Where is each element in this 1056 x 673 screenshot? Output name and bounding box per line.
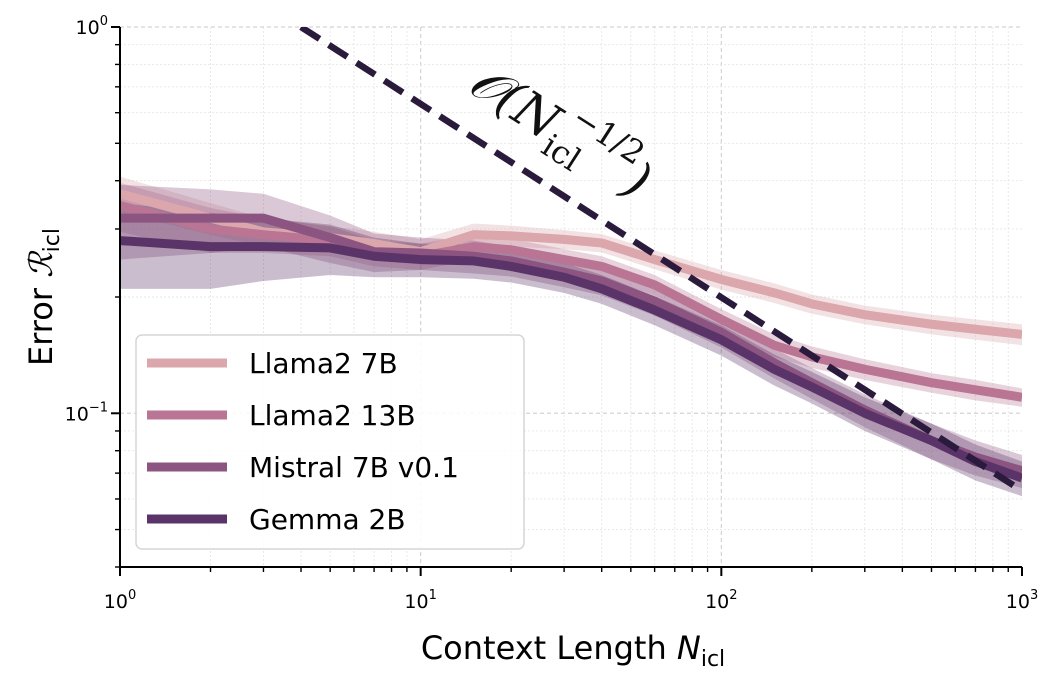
y-tick-base: 10 [65, 403, 89, 425]
y-tick-exponent: −1 [89, 400, 108, 415]
series-lines [120, 27, 1022, 494]
y-tick-exponent: 0 [100, 14, 108, 29]
axes [111, 26, 1023, 576]
x-tick-exponent: 0 [128, 588, 136, 603]
reference-line-label: 𝒪(Nicl−1/2) [455, 41, 668, 216]
y-tick-label: 10−1 [65, 400, 108, 425]
x-tick-base: 10 [104, 591, 128, 613]
x-tick-base: 10 [705, 591, 729, 613]
x-axis-label-variable: N [677, 629, 701, 667]
y-axis-label-text: Error [22, 278, 60, 366]
legend-label: Gemma 2B [249, 503, 406, 536]
y-tick-base: 10 [76, 17, 100, 39]
x-axis-label-text: Context Length [421, 629, 677, 667]
x-tick-label: 100 [104, 588, 136, 613]
legend-label: Llama2 7B [249, 347, 398, 380]
x-tick-label: 101 [404, 588, 436, 613]
x-tick-exponent: 3 [1030, 588, 1038, 603]
legend: Llama2 7B Llama2 13B Mistral 7B v0.1 Gemma … [135, 334, 525, 550]
legend-box [135, 334, 525, 550]
reference-dashed-line [299, 27, 1022, 494]
series-line-1 [120, 201, 1022, 402]
x-tick-base: 10 [1006, 591, 1030, 613]
reference-line-label-text: 𝒪(Nicl−1/2) [455, 41, 668, 216]
x-tick-exponent: 1 [429, 588, 437, 603]
y-axis-label-variable: ℛ [22, 250, 60, 278]
x-tick-exponent: 2 [729, 588, 737, 603]
x-tick-label: 102 [705, 588, 737, 613]
x-axis-label-subscript: icl [701, 647, 725, 672]
y-tick-label: 100 [76, 14, 108, 39]
y-axis-label: Error ℛicl [22, 228, 65, 366]
confidence-band-2 [120, 184, 1022, 489]
y-axis-label-subscript: icl [40, 228, 65, 252]
x-tick-base: 10 [404, 591, 428, 613]
legend-label: Mistral 7B v0.1 [249, 451, 459, 484]
x-tick-label: 103 [1006, 588, 1038, 613]
series-line-3 [120, 236, 1022, 483]
legend-label: Llama2 13B [249, 399, 416, 432]
x-axis-label: Context Length Nicl [421, 629, 725, 672]
